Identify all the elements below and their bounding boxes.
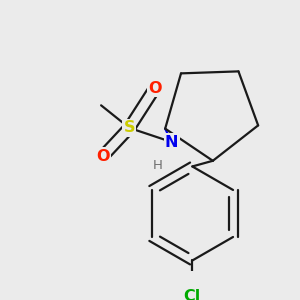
- Text: H: H: [153, 159, 163, 172]
- Text: O: O: [96, 148, 110, 164]
- Text: O: O: [148, 81, 161, 96]
- Text: N: N: [165, 134, 178, 149]
- Text: Cl: Cl: [184, 289, 201, 300]
- Text: S: S: [124, 120, 135, 135]
